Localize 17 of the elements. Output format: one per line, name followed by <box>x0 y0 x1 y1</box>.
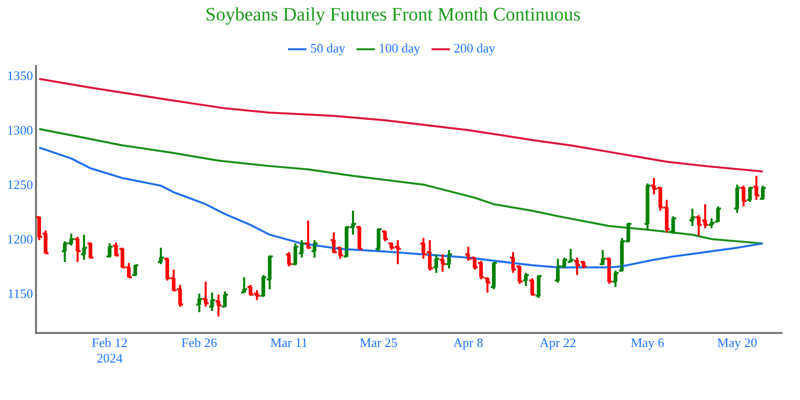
x-tick-label: Mar 11 <box>270 335 308 350</box>
y-tick-label: 1250 <box>7 177 33 192</box>
chart-title: Soybeans Daily Futures Front Month Continuous <box>205 4 581 26</box>
x-tick-label: May 6 <box>630 335 665 350</box>
legend-label: 200 day <box>454 40 496 56</box>
x-tick-label: May 20 <box>717 335 758 350</box>
x-tick-label: Feb 26 <box>181 335 218 350</box>
x-tick-label: Mar 25 <box>360 335 398 350</box>
y-tick-label: 1200 <box>7 232 33 247</box>
x-tick-label: Apr 8 <box>453 335 484 350</box>
y-tick-label: 1350 <box>7 68 33 84</box>
x-tick-label: Feb 12 2024 <box>92 335 128 366</box>
y-tick-label: 1300 <box>7 122 33 138</box>
legend-label: 50 day <box>310 40 346 56</box>
y-tick-label: 1150 <box>7 286 33 302</box>
x-tick-label: Apr 22 <box>540 335 576 350</box>
legend-label: 100 day <box>378 40 421 56</box>
